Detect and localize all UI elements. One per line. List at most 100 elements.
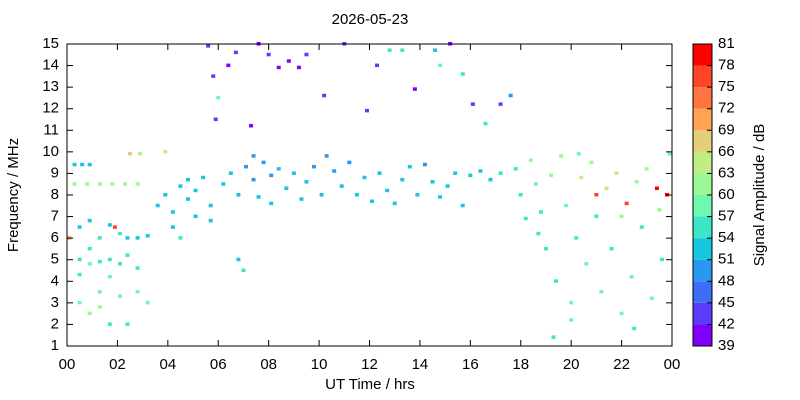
x-tick-label: 00: [664, 356, 681, 373]
colorbar-tick-label: 81: [718, 35, 735, 52]
data-point: [375, 63, 380, 68]
x-tick-label: 08: [260, 356, 277, 373]
data-point: [599, 290, 604, 294]
data-point: [564, 203, 569, 208]
data-point: [438, 195, 443, 199]
colorbar-cell: [693, 173, 712, 195]
data-point: [528, 158, 533, 162]
colorbar-cell: [693, 259, 712, 282]
data-point: [498, 102, 503, 106]
x-tick-label: 04: [159, 356, 176, 373]
data-point: [163, 149, 168, 154]
data-point: [347, 160, 352, 165]
data-point: [430, 180, 435, 184]
data-point: [276, 65, 281, 70]
y-tick-label: 6: [51, 229, 59, 246]
data-point: [659, 257, 664, 262]
data-point: [400, 177, 405, 182]
data-point: [296, 65, 301, 70]
data-point: [85, 182, 90, 186]
data-point: [135, 236, 140, 240]
data-point: [208, 203, 213, 208]
data-point: [362, 175, 367, 180]
x-tick-label: 18: [512, 356, 529, 373]
data-point: [400, 48, 405, 52]
data-point: [135, 290, 140, 294]
data-point: [470, 102, 475, 106]
data-point: [251, 177, 256, 182]
data-point: [377, 171, 382, 175]
colorbar-cell: [693, 44, 712, 66]
data-point: [433, 48, 438, 52]
data-point: [407, 164, 412, 169]
x-tick-label: 14: [412, 356, 429, 373]
data-point: [589, 160, 594, 165]
data-point: [667, 152, 672, 156]
data-point: [233, 50, 238, 55]
x-tick-label: 00: [59, 356, 76, 373]
colorbar-tick-label: 60: [718, 186, 735, 203]
y-tick-label: 4: [51, 272, 59, 289]
data-point: [77, 257, 82, 262]
data-point: [201, 175, 206, 180]
x-tick-label: 06: [210, 356, 227, 373]
data-point: [438, 63, 443, 68]
data-point: [80, 162, 85, 167]
data-point: [128, 152, 133, 156]
data-point: [339, 184, 344, 188]
colorbar-tick-label: 63: [718, 164, 735, 181]
data-point: [549, 173, 553, 178]
data-point: [228, 171, 233, 175]
data-point: [468, 173, 473, 178]
data-point: [77, 225, 82, 229]
data-point: [87, 162, 92, 167]
data-point: [117, 262, 122, 266]
y-tick-label: 5: [51, 251, 59, 268]
x-tick-label: 12: [361, 356, 378, 373]
data-point: [579, 175, 584, 180]
x-tick-label: 02: [109, 356, 126, 373]
data-point: [533, 182, 538, 186]
data-point: [574, 236, 579, 240]
y-tick-label: 11: [43, 121, 59, 138]
y-tick-label: 7: [51, 208, 59, 225]
data-point: [135, 266, 140, 270]
plot-area: [67, 42, 672, 339]
y-tick-label: 1: [51, 337, 59, 354]
data-point: [138, 152, 143, 156]
colorbar-tick-label: 78: [718, 57, 735, 74]
data-point: [576, 152, 581, 156]
colorbar-cell: [693, 238, 712, 260]
data-point: [284, 186, 289, 191]
data-point: [249, 123, 254, 128]
data-point: [107, 274, 112, 279]
data-point: [609, 246, 614, 251]
data-point: [614, 171, 619, 175]
data-point: [208, 218, 213, 223]
data-point: [186, 197, 190, 201]
data-point: [632, 326, 637, 331]
data-point: [213, 117, 218, 121]
data-point: [170, 225, 175, 229]
data-point: [319, 193, 324, 197]
data-point: [513, 167, 518, 171]
colorbar-tick-label: 39: [718, 337, 735, 354]
data-point: [125, 236, 130, 240]
data-point: [163, 193, 168, 197]
data-point: [387, 48, 392, 52]
data-point: [304, 52, 309, 57]
data-point: [193, 188, 198, 193]
data-point: [536, 231, 541, 236]
data-point: [453, 171, 458, 175]
y-tick-label: 13: [42, 78, 59, 95]
data-point: [312, 164, 317, 169]
colorbar-cell: [693, 108, 712, 131]
y-tick-label: 14: [42, 57, 59, 74]
data-point: [543, 246, 548, 251]
data-point: [87, 246, 92, 251]
data-point: [186, 177, 190, 182]
data-point: [657, 208, 662, 212]
data-point: [269, 173, 274, 178]
data-point: [392, 201, 397, 206]
data-point: [508, 93, 513, 98]
